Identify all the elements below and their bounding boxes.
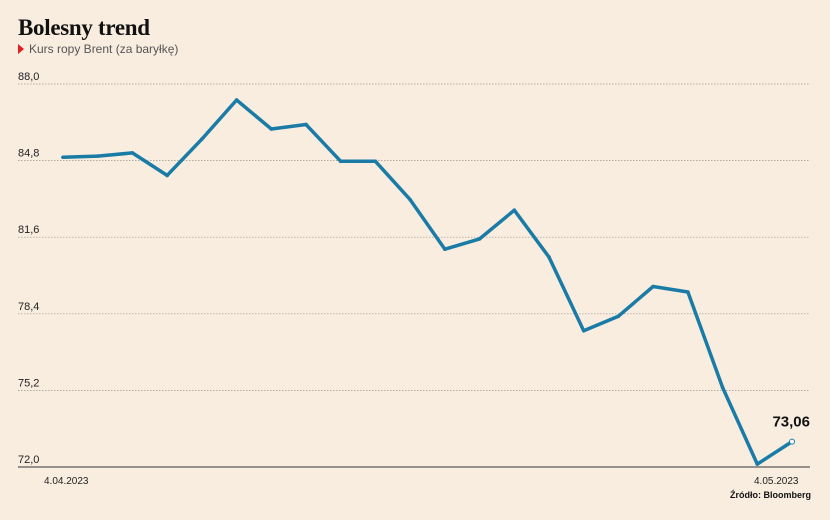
- y-tick-label: 72,0: [18, 454, 39, 466]
- chart-subtitle: Kurs ropy Brent (za baryłkę): [18, 42, 178, 56]
- data-point: [477, 237, 482, 241]
- last-data-point: [789, 438, 795, 445]
- data-point: [130, 151, 135, 155]
- data-point: [338, 159, 343, 164]
- data-point: [61, 155, 65, 160]
- subtitle-text: Kurs ropy Brent (za baryłkę): [29, 42, 179, 56]
- data-point: [269, 127, 274, 131]
- data-point: [686, 290, 690, 294]
- data-point: [443, 247, 447, 251]
- y-tick-label: 88,0: [18, 71, 39, 83]
- red-triangle-icon: [18, 44, 24, 54]
- source-note: Źródło: Bloomberg: [730, 490, 811, 500]
- data-point: [547, 255, 551, 259]
- last-value-label: 73,06: [772, 414, 810, 431]
- data-point: [165, 173, 169, 178]
- data-point: [304, 122, 308, 127]
- y-tick-label: 75,2: [18, 377, 39, 389]
- series-line: [61, 98, 794, 466]
- chart-title: Bolesny trend: [18, 15, 150, 40]
- y-tick-label: 84,8: [18, 148, 39, 160]
- data-point: [720, 385, 725, 390]
- data-point: [373, 159, 378, 164]
- y-tick-label: 81,6: [18, 224, 39, 236]
- y-tick-label: 78,4: [18, 301, 39, 313]
- data-point: [651, 284, 655, 289]
- data-point: [200, 137, 204, 141]
- data-point: [581, 328, 586, 333]
- data-point: [234, 98, 239, 102]
- data-point: [616, 314, 621, 318]
- data-point: [755, 462, 760, 466]
- x-tick-label: 4.05.2023: [754, 476, 799, 487]
- data-point: [95, 154, 100, 158]
- data-point: [408, 197, 412, 202]
- data-point: [512, 208, 517, 212]
- x-tick-label: 4.04.2023: [44, 476, 89, 487]
